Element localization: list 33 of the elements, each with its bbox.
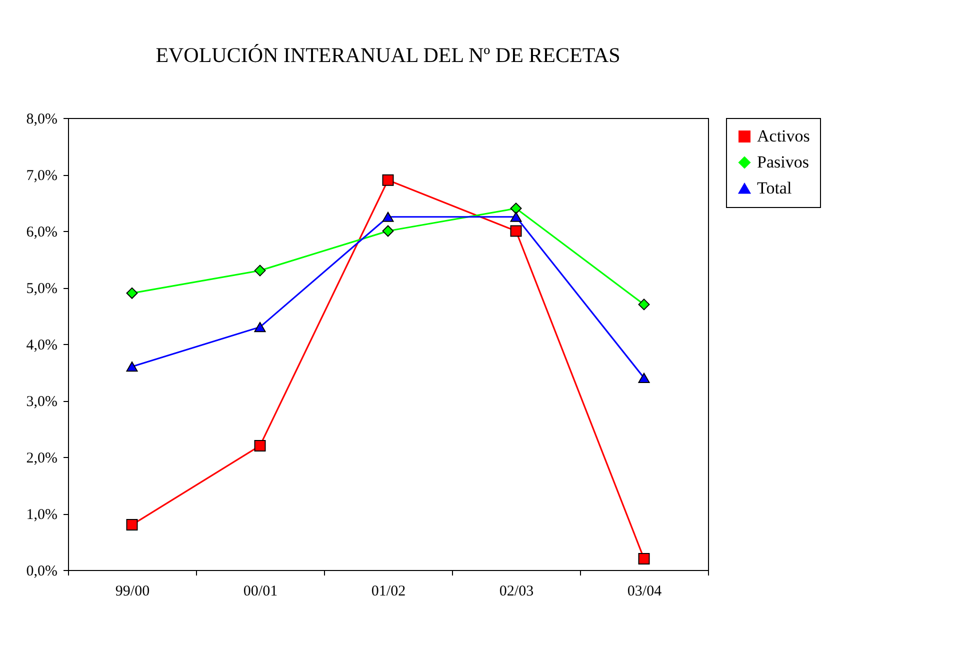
point bbox=[638, 298, 650, 310]
legend-label: Total bbox=[757, 178, 792, 198]
point bbox=[126, 519, 138, 531]
point bbox=[638, 552, 650, 564]
y-tick-label: 5,0% bbox=[26, 281, 58, 297]
point bbox=[510, 212, 522, 222]
y-tick-label: 2,0% bbox=[26, 450, 58, 466]
point bbox=[638, 372, 650, 383]
y-tick-label: 0,0% bbox=[26, 564, 58, 580]
y-tick-label: 3,0% bbox=[26, 394, 58, 410]
y-tick-label: 1,0% bbox=[26, 507, 58, 523]
chart-title: EVOLUCIÓN INTERANUAL DEL Nº DE RECETAS bbox=[156, 43, 620, 67]
y-tick-label: 7,0% bbox=[26, 168, 58, 184]
point bbox=[510, 225, 522, 237]
y-tick-label: 4,0% bbox=[26, 338, 58, 354]
point bbox=[126, 362, 138, 372]
x-tick-label: 01/02 bbox=[371, 584, 406, 600]
point bbox=[382, 174, 394, 186]
x-tick-label: 02/03 bbox=[499, 584, 534, 600]
point bbox=[382, 225, 394, 237]
y-tick-label: 6,0% bbox=[26, 224, 58, 240]
point bbox=[126, 287, 138, 299]
y-tick-label: 8,0% bbox=[26, 112, 58, 128]
point bbox=[254, 440, 266, 452]
x-tick-label: 99/00 bbox=[115, 584, 150, 600]
x-tick-label: 00/01 bbox=[243, 584, 278, 600]
legend-label: Activos bbox=[757, 126, 810, 146]
point bbox=[382, 212, 394, 222]
point bbox=[254, 322, 266, 332]
point bbox=[510, 202, 522, 214]
legend-label: Pasivos bbox=[757, 152, 809, 172]
point bbox=[254, 264, 266, 276]
x-tick-label: 03/04 bbox=[627, 584, 662, 600]
